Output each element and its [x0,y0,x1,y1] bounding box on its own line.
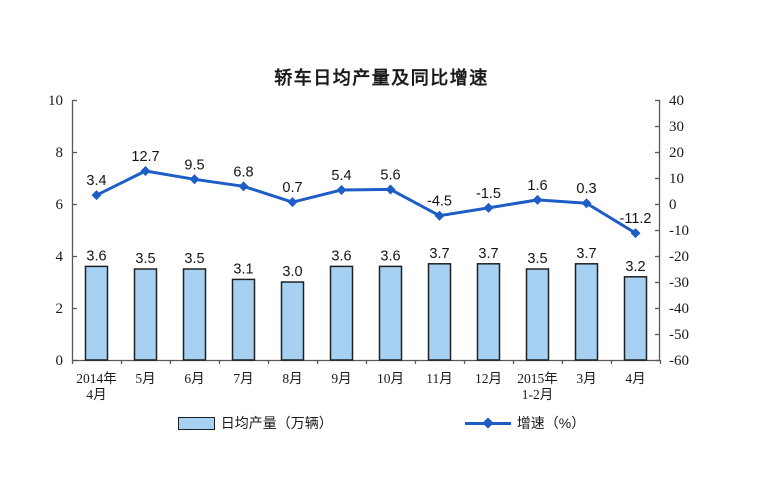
line-data-label: 1.6 [527,178,547,194]
line-data-label: 6.8 [233,164,253,180]
line-marker [189,174,200,185]
category-label: 3月 [576,371,596,386]
bar [84,265,109,361]
left-axis-tick-label: 6 [56,197,64,213]
line-marker [287,197,298,208]
right-axis-tick-label: -30 [669,275,689,291]
line-marker [630,228,641,239]
category-label: 12月 [475,371,502,386]
line-data-label: -4.5 [427,194,452,210]
bar [133,268,158,361]
chart-legend: 日均产量（万辆） 增速（%） [0,413,763,433]
category-label: 10月 [377,371,404,386]
line-marker [434,210,445,221]
left-axis-tick-label: 10 [48,93,63,109]
right-axis-tick-label: 0 [669,197,677,213]
bar-data-label: 3.7 [478,246,498,262]
line-marker [238,181,249,192]
bar-series-swatch-icon [177,416,215,430]
line-data-label: 5.4 [331,168,351,184]
bar-data-label: 3.5 [135,251,155,267]
category-label: 9月 [331,371,351,386]
bar-data-label: 3.6 [331,248,351,264]
line-data-label: 5.6 [380,167,400,183]
bar [427,263,452,361]
bar [574,263,599,361]
left-axis-tick-label: 2 [56,301,64,317]
bar-data-label: 3.2 [625,259,645,275]
category-label: 2015年 1-2月 [517,371,558,402]
line-marker [336,184,347,195]
line-marker [532,194,543,205]
legend-item-line: 增速（%） [464,413,586,433]
right-axis-tick-label: 10 [669,171,684,187]
bar-data-label: 3.6 [380,248,400,264]
line-data-label: -1.5 [476,186,501,202]
line-marker [140,165,151,176]
bar-data-label: 3.6 [86,248,106,264]
bar [329,265,354,361]
right-axis-tick-label: -50 [669,327,689,343]
bar-data-label: 3.0 [282,264,302,280]
bar-data-label: 3.7 [429,246,449,262]
trend-line [95,169,637,235]
diamond-marker-icon [482,417,494,429]
line-marker [483,202,494,213]
bar [623,276,648,361]
bar [378,265,403,361]
bar-data-label: 3.1 [233,261,253,277]
legend-bar-label: 日均产量（万辆） [220,415,333,431]
legend-item-bar: 日均产量（万辆） [177,413,333,433]
bar [525,268,550,361]
right-axis-tick-label: -60 [669,353,689,369]
left-axis-tick-label: 0 [56,353,64,369]
category-label: 8月 [282,371,302,386]
line-data-label: -11.2 [620,211,652,227]
line-data-label: 12.7 [131,149,159,165]
bar-data-label: 3.7 [576,246,596,262]
bar [231,278,256,361]
category-label: 2014年 4月 [76,371,117,402]
right-axis-tick-label: 20 [669,145,684,161]
chart-title: 轿车日均产量及同比增速 [274,68,489,88]
bar-data-label: 3.5 [184,251,204,267]
line-marker [581,198,592,209]
right-axis-tick-label: -40 [669,301,689,317]
category-label: 4月 [625,371,645,386]
line-series-swatch-icon [464,417,511,429]
category-label: 11月 [426,371,453,386]
bar [182,268,207,361]
category-label: 7月 [233,371,253,386]
line-data-label: 9.5 [184,157,204,173]
right-axis-tick-label: -20 [669,249,689,265]
left-axis-tick-label: 4 [56,249,64,265]
right-axis-tick-label: -10 [669,223,689,239]
line-marker [385,184,396,195]
legend-line-label: 增速（%） [516,415,586,431]
line-marker [91,190,102,201]
line-data-label: 0.7 [282,180,302,196]
bar-data-label: 3.5 [527,251,547,267]
right-axis-tick-label: 40 [669,93,684,109]
left-axis-tick-label: 8 [56,145,64,161]
line-data-label: 3.4 [86,173,106,189]
bar [476,263,501,361]
line-data-label: 0.3 [576,181,596,197]
category-label: 5月 [135,371,155,386]
category-label: 6月 [184,371,204,386]
bar [280,281,305,361]
right-axis-tick-label: 30 [669,119,684,135]
